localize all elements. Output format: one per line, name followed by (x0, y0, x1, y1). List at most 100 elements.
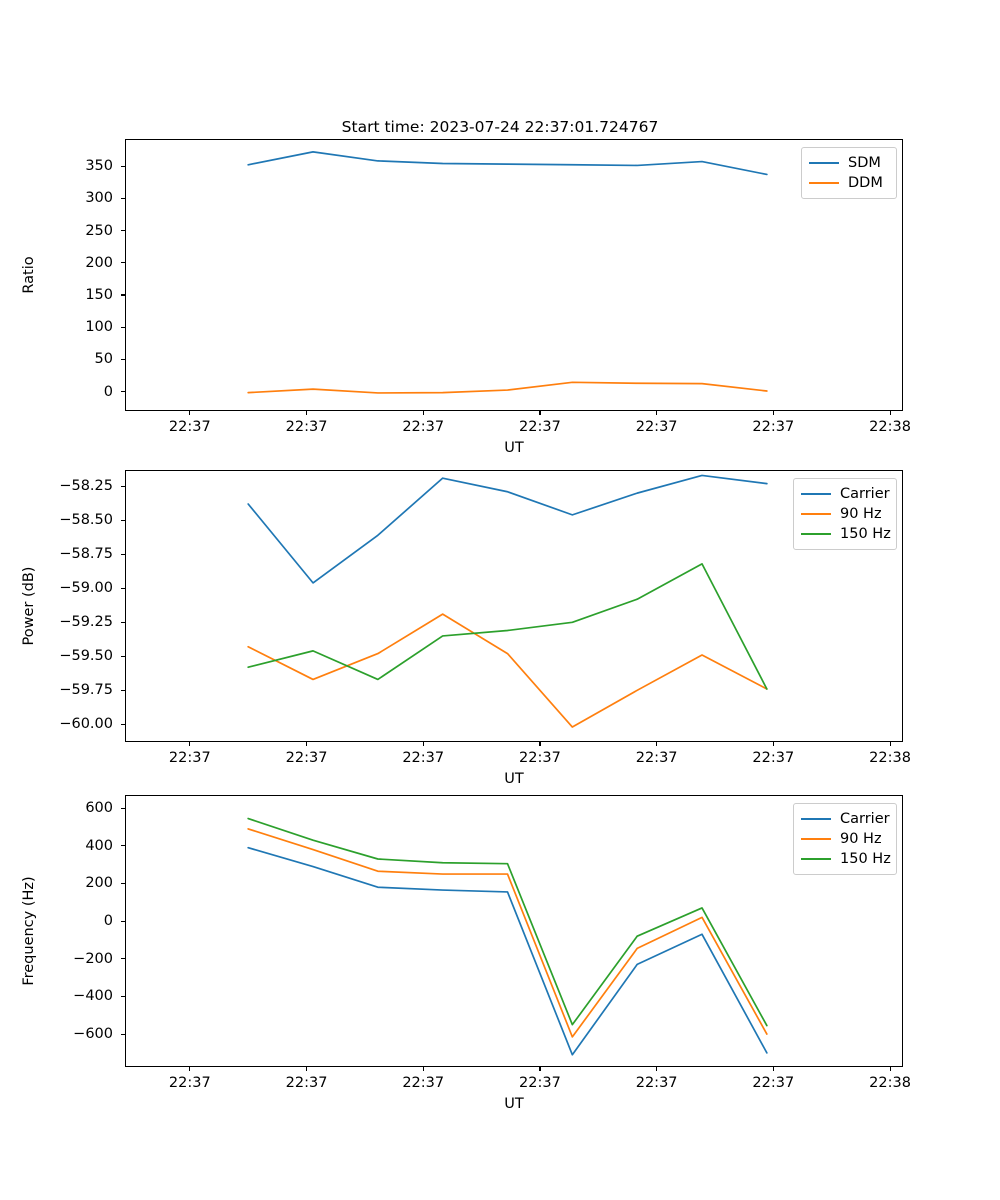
x-tick-label: 22:37 (402, 750, 445, 766)
legend-item[interactable]: Carrier (801, 484, 890, 504)
x-tick-label: 22:37 (635, 419, 678, 435)
y-tick-label: 0 (103, 383, 113, 400)
legend[interactable]: Carrier 90 Hz 150 Hz (793, 478, 897, 550)
y-tick-mark (121, 958, 125, 960)
series-line (247, 828, 768, 1038)
legend-label: SDM (848, 155, 881, 171)
series-line (247, 474, 768, 584)
x-tick-mark (656, 1067, 658, 1071)
x-tick-label: 22:37 (168, 419, 211, 435)
x-tick-mark (539, 411, 541, 415)
x-tick-mark (772, 411, 774, 415)
legend[interactable]: SDM DDM (801, 147, 897, 199)
legend-label: DDM (848, 175, 883, 191)
y-tick-mark (121, 485, 125, 487)
x-tick-mark (422, 1067, 424, 1071)
x-tick-mark (306, 411, 308, 415)
y-tick-mark (121, 230, 125, 232)
y-tick-mark (121, 1033, 125, 1035)
x-tick-label: 22:37 (635, 1075, 678, 1091)
legend-item[interactable]: DDM (809, 173, 888, 193)
legend[interactable]: Carrier 90 Hz 150 Hz (793, 803, 897, 875)
x-tick-mark (889, 1067, 891, 1071)
x-tick-label: 22:37 (752, 419, 795, 435)
legend-line-icon (801, 493, 831, 495)
x-axis-label: UT (504, 1096, 524, 1112)
x-tick-mark (189, 1067, 191, 1071)
y-tick-mark (121, 587, 125, 589)
y-tick-label: 300 (85, 190, 113, 207)
x-tick-label: 22:37 (168, 1075, 211, 1091)
legend-line-icon (809, 162, 839, 164)
y-tick-label: −58.25 (59, 478, 113, 495)
y-tick-mark (121, 920, 125, 922)
y-tick-mark (121, 553, 125, 555)
x-tick-label: 22:37 (285, 750, 328, 766)
x-tick-label: 22:37 (752, 1075, 795, 1091)
series-line (247, 381, 768, 394)
legend-item[interactable]: 90 Hz (801, 829, 888, 849)
legend-line-icon (801, 858, 831, 860)
y-tick-label: −59.50 (59, 648, 113, 665)
legend-line-icon (801, 533, 831, 535)
x-tick-label: 22:37 (168, 750, 211, 766)
y-tick-mark (121, 262, 125, 264)
legend-item[interactable]: 150 Hz (801, 849, 891, 869)
axes-frame (125, 139, 903, 411)
x-tick-label: 22:37 (285, 1075, 328, 1091)
legend-line-icon (801, 513, 831, 515)
legend-item[interactable]: 90 Hz (801, 504, 888, 524)
legend-item[interactable]: SDM (809, 153, 888, 173)
x-tick-label: 22:37 (635, 750, 678, 766)
legend-item[interactable]: 150 Hz (801, 524, 891, 544)
x-tick-mark (422, 742, 424, 746)
y-tick-label: 150 (85, 286, 113, 303)
y-tick-mark (121, 358, 125, 361)
x-tick-label: 22:38 (869, 419, 911, 435)
series-line (247, 846, 768, 1056)
x-tick-mark (306, 1067, 308, 1071)
y-tick-mark (121, 807, 125, 809)
legend-label: 90 Hz (840, 831, 882, 847)
legend-label: Carrier (840, 811, 890, 827)
y-tick-label: −59.00 (59, 580, 113, 597)
legend-label: 90 Hz (840, 506, 882, 522)
figure-title: Start time: 2023-07-24 22:37:01.724767 (341, 118, 659, 136)
y-tick-mark (121, 621, 125, 623)
x-tick-label: 22:38 (869, 750, 911, 766)
x-tick-mark (889, 411, 891, 415)
x-tick-label: 22:37 (285, 419, 328, 435)
legend-item[interactable]: Carrier (801, 809, 890, 829)
legend-line-icon (809, 182, 839, 184)
x-tick-label: 22:37 (519, 750, 561, 766)
y-tick-mark (121, 689, 125, 691)
y-tick-label: 50 (94, 351, 113, 368)
y-tick-mark (121, 995, 125, 997)
y-tick-label: −400 (73, 988, 113, 1005)
y-tick-label: 200 (85, 254, 113, 271)
x-tick-mark (306, 742, 308, 746)
x-tick-mark (539, 1067, 541, 1071)
y-tick-label: −58.75 (59, 546, 113, 563)
y-tick-label: −60.00 (59, 716, 113, 733)
x-tick-label: 22:37 (519, 419, 561, 435)
series-line (247, 817, 768, 1027)
y-tick-label: −59.75 (59, 682, 113, 699)
x-tick-label: 22:37 (402, 419, 445, 435)
series-line (247, 151, 768, 176)
y-tick-mark (121, 519, 125, 521)
legend-label: Carrier (840, 486, 890, 502)
y-tick-label: 600 (85, 800, 113, 817)
y-tick-label: −58.50 (59, 512, 113, 529)
axes-frame (125, 795, 903, 1067)
x-tick-mark (656, 411, 658, 415)
x-tick-mark (656, 742, 658, 746)
legend-line-icon (801, 838, 831, 840)
y-tick-label: 350 (85, 158, 113, 175)
y-tick-label: −600 (73, 1026, 113, 1043)
y-tick-label: 400 (85, 837, 113, 854)
